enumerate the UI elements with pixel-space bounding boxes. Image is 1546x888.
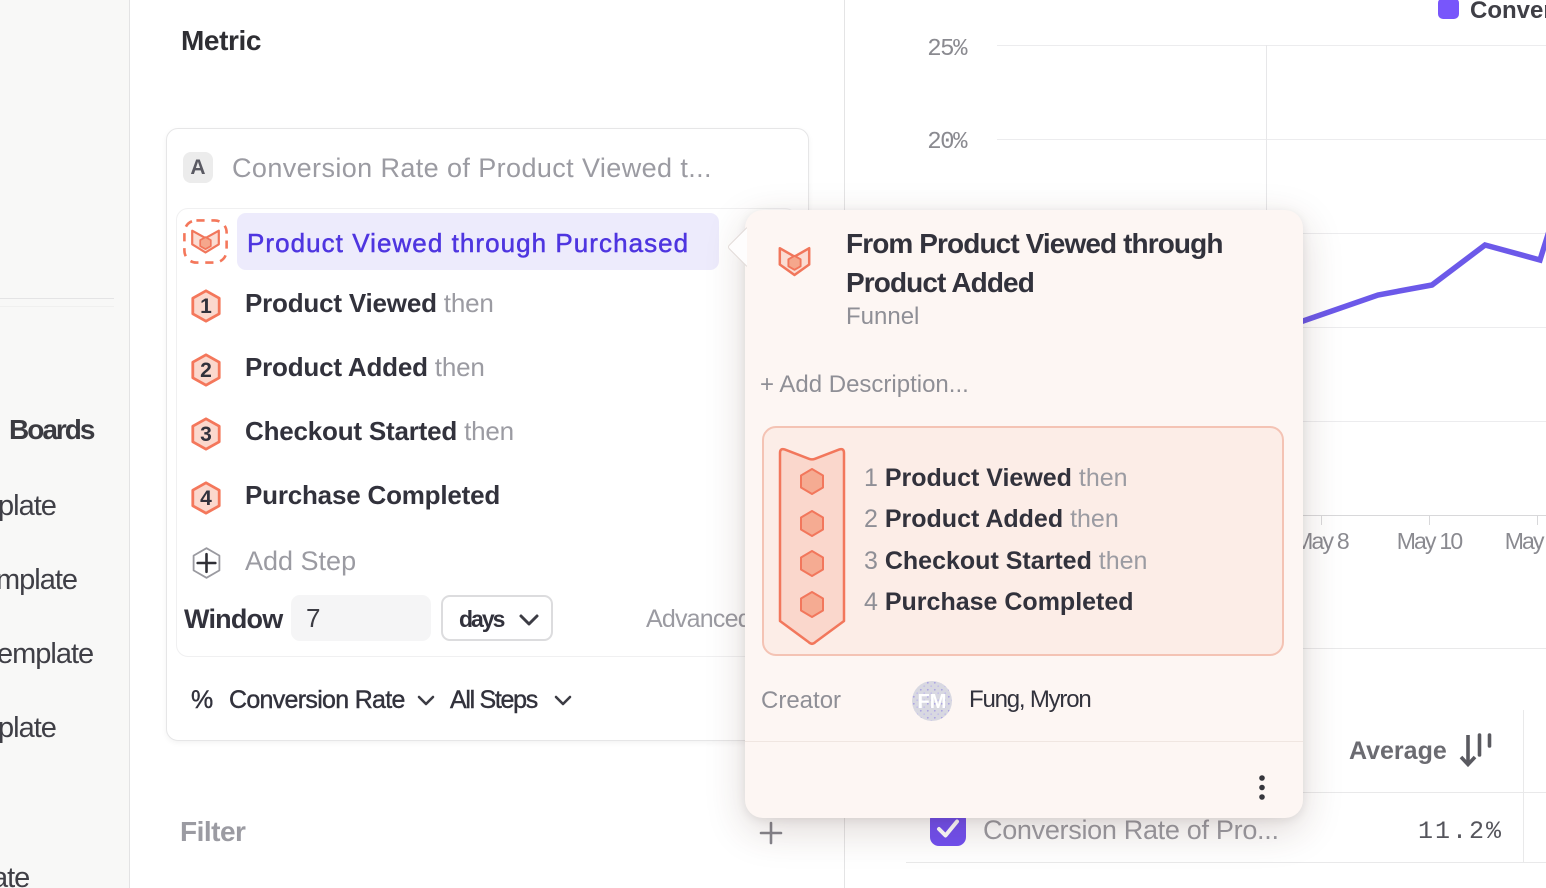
svg-text:2: 2 — [200, 359, 212, 382]
svg-text:4: 4 — [200, 487, 212, 510]
svg-text:FM: FM — [918, 691, 947, 713]
svg-text:3: 3 — [200, 423, 212, 446]
svg-text:1: 1 — [200, 295, 212, 318]
